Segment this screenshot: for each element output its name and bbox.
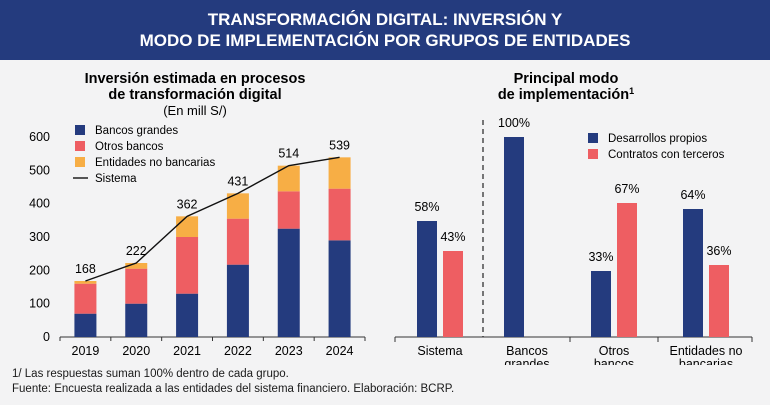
data-label: 514 — [278, 147, 299, 161]
bar-desarrollos-propios — [683, 209, 703, 337]
left-chart-title-line1: Inversión estimada en procesos — [85, 71, 306, 87]
bar-segment-otros-bancos — [277, 191, 300, 229]
x-tick-label: 2024 — [326, 344, 354, 358]
legend-label: Entidades no bancarias — [95, 157, 215, 169]
bar-desarrollos-propios — [417, 221, 437, 337]
bar-segment-entidades-no-bancarias — [176, 216, 199, 237]
right-chart-title-superscript: 1 — [629, 86, 634, 96]
data-label: 33% — [588, 250, 613, 264]
x-category-label: grandes — [504, 357, 549, 365]
bar-segment-bancos-grandes — [277, 228, 300, 337]
x-tick-label: 2023 — [275, 344, 303, 358]
banner-title-line1: TRANSFORMACIÓN DIGITAL: INVERSIÓN Y — [207, 10, 563, 29]
legend-swatch — [588, 133, 598, 143]
bar-segment-entidades-no-bancarias — [74, 281, 97, 284]
x-tick-label: 2019 — [72, 344, 100, 358]
data-label: 43% — [440, 230, 465, 244]
bar-segment-otros-bancos — [328, 188, 351, 241]
y-tick-label: 500 — [29, 163, 50, 177]
data-label: 539 — [329, 138, 350, 152]
x-category-label: bancarias — [679, 357, 733, 365]
x-category-label: Otros — [599, 344, 630, 358]
x-category-label: bancos — [594, 357, 634, 365]
data-label: 100% — [498, 116, 530, 130]
bar-segment-entidades-no-bancarias — [125, 263, 148, 269]
x-category-label: Entidades no — [670, 344, 743, 358]
data-label: 58% — [414, 200, 439, 214]
y-tick-label: 600 — [29, 130, 50, 144]
bar-segment-otros-bancos — [74, 283, 97, 314]
x-tick-label: 2020 — [122, 344, 150, 358]
x-tick-label: 2022 — [224, 344, 252, 358]
legend-swatch — [75, 125, 85, 135]
legend-label: Sistema — [95, 173, 137, 185]
legend-swatch — [75, 157, 85, 167]
data-label: 362 — [177, 197, 198, 211]
bar-desarrollos-propios — [504, 137, 524, 337]
legend-swatch — [75, 141, 85, 151]
legend-label: Bancos grandes — [95, 125, 178, 137]
bar-segment-bancos-grandes — [74, 313, 97, 337]
charts-canvas: Inversión estimada en procesos de transf… — [29, 71, 753, 365]
legend-label: Contratos con terceros — [608, 149, 725, 161]
x-category-label: Sistema — [417, 344, 462, 358]
legend-swatch — [588, 149, 598, 159]
y-tick-label: 300 — [29, 230, 50, 244]
bar-segment-bancos-grandes — [226, 264, 249, 337]
bar-segment-entidades-no-bancarias — [328, 157, 351, 189]
data-label: 36% — [706, 244, 731, 258]
data-label: 168 — [75, 262, 96, 276]
data-label: 222 — [126, 244, 147, 258]
right-chart-title-line2: de implementación — [498, 87, 629, 103]
bar-segment-entidades-no-bancarias — [277, 165, 300, 192]
y-tick-label: 400 — [29, 197, 50, 211]
bar-contratos-con-terceros — [443, 251, 463, 337]
right-chart-title-line2-group: de implementación1 — [498, 86, 634, 103]
left-chart-title-line2: de transformación digital — [108, 87, 281, 103]
left-chart-subtitle: (En mill S/) — [163, 103, 227, 118]
data-label: 64% — [680, 188, 705, 202]
data-label: 67% — [614, 182, 639, 196]
bar-segment-bancos-grandes — [328, 240, 351, 337]
bar-segment-entidades-no-bancarias — [226, 193, 249, 219]
data-label: 431 — [227, 174, 248, 188]
bar-segment-otros-bancos — [226, 218, 249, 265]
bar-segment-otros-bancos — [176, 237, 199, 294]
bar-contratos-con-terceros — [617, 203, 637, 337]
y-tick-label: 0 — [43, 330, 50, 344]
y-tick-label: 200 — [29, 263, 50, 277]
footnote-1: 1/ Las respuestas suman 100% dentro de c… — [12, 368, 289, 380]
bar-segment-bancos-grandes — [176, 293, 199, 337]
bar-desarrollos-propios — [591, 271, 611, 337]
bar-segment-otros-bancos — [125, 268, 148, 304]
left-chart: 0 100 200 300 400 500 600 2019 2020 2021 2022 2023 2… — [29, 125, 366, 358]
sistema-line — [85, 156, 340, 282]
header-banner: TRANSFORMACIÓN DIGITAL: INVERSIÓN Y MODO… — [0, 0, 770, 60]
y-tick-label: 100 — [29, 297, 50, 311]
legend-label: Otros bancos — [95, 141, 164, 153]
x-tick-label: 2021 — [173, 344, 201, 358]
bar-segment-bancos-grandes — [125, 303, 148, 337]
right-chart-title-line1: Principal modo — [514, 71, 619, 87]
footnote-source: Fuente: Encuesta realizada a las entidad… — [12, 383, 455, 395]
legend-label: Desarrollos propios — [608, 133, 707, 145]
bar-contratos-con-terceros — [709, 265, 729, 337]
x-category-label: Bancos — [506, 344, 548, 358]
banner-title-line2: MODO DE IMPLEMENTACIÓN POR GRUPOS DE ENT… — [139, 31, 631, 50]
